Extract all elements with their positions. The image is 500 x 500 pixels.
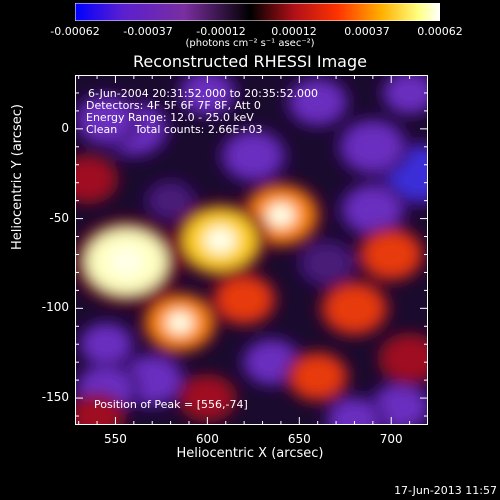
colorbar-tick-label: -0.00037: [123, 25, 173, 38]
image-plot: [75, 75, 428, 425]
emission-source: [364, 233, 418, 276]
y-tick-label: -50: [49, 210, 69, 225]
colorbar-tick-label: 0.00037: [344, 25, 390, 38]
emission-source: [292, 356, 343, 397]
datestamp: 17-Jun-2013 11:57: [394, 484, 497, 497]
colorbar-unit-label: (photons cm⁻² s⁻¹ asec⁻²): [185, 38, 315, 49]
negative-residual: [292, 82, 343, 122]
colorbar-tick-label: -0.00062: [50, 25, 100, 38]
emission-source: [218, 278, 270, 320]
emission-source: [385, 339, 428, 378]
plot-title: Reconstructed RHESSI Image: [133, 52, 367, 71]
negative-residual: [226, 134, 280, 178]
source-core: [166, 311, 194, 335]
negative-residual: [346, 188, 400, 231]
detectors-text: Detectors: 4F 5F 6F 7F 8F, Att 0: [86, 99, 261, 112]
colorbar-tick-label: 0.00062: [417, 25, 463, 38]
negative-residual: [331, 401, 378, 425]
emission-source: [75, 160, 112, 198]
y-axis-label: Heliocentric Y (arcsec): [10, 104, 25, 250]
negative-residual: [387, 75, 428, 111]
emission-source: [184, 380, 230, 416]
x-tick-label: 600: [195, 432, 219, 446]
negative-residual: [344, 124, 402, 170]
peak-position-text: Position of Peak = [556,-74]: [94, 398, 248, 411]
negative-residual: [151, 185, 190, 216]
x-tick-label: 550: [103, 432, 127, 446]
y-tick-label: -150: [41, 390, 69, 405]
negative-residual: [375, 387, 426, 425]
colorbar-tick-label: -0.00012: [196, 25, 246, 38]
energy-range-text: Energy Range: 12.0 - 25.0 keV: [86, 111, 254, 124]
source-core: [204, 226, 237, 254]
source-core: [108, 246, 145, 277]
method-text: Clean: [86, 123, 118, 136]
observation-annotations: 6-Jun-2004 20:31:52.000 to 20:35:52.000 …: [86, 88, 318, 136]
source-core: [266, 202, 296, 228]
negative-residual: [80, 99, 132, 141]
negative-residual: [247, 342, 296, 382]
time-range-text: 6-Jun-2004 20:31:52.000 to 20:35:52.000: [88, 87, 319, 100]
negative-residual: [184, 75, 231, 112]
y-tick-label: -100: [41, 300, 69, 315]
heatmap-image: [75, 75, 428, 425]
emission-source: [327, 286, 382, 331]
negative-residual: [305, 246, 349, 281]
colorbar: [75, 3, 440, 21]
x-tick-label: 650: [287, 432, 311, 446]
colorbar-tick-label: 0.00012: [271, 25, 317, 38]
x-axis-label: Heliocentric X (arcsec): [176, 446, 324, 461]
x-tick-label: 700: [379, 432, 403, 446]
negative-residual: [83, 326, 129, 363]
emission-source: [75, 398, 119, 425]
y-tick-label: 0: [61, 120, 69, 135]
method-counts-line: Clean Total counts: 2.66E+03: [86, 124, 318, 136]
counts-text: Total counts: 2.66E+03: [134, 123, 263, 136]
